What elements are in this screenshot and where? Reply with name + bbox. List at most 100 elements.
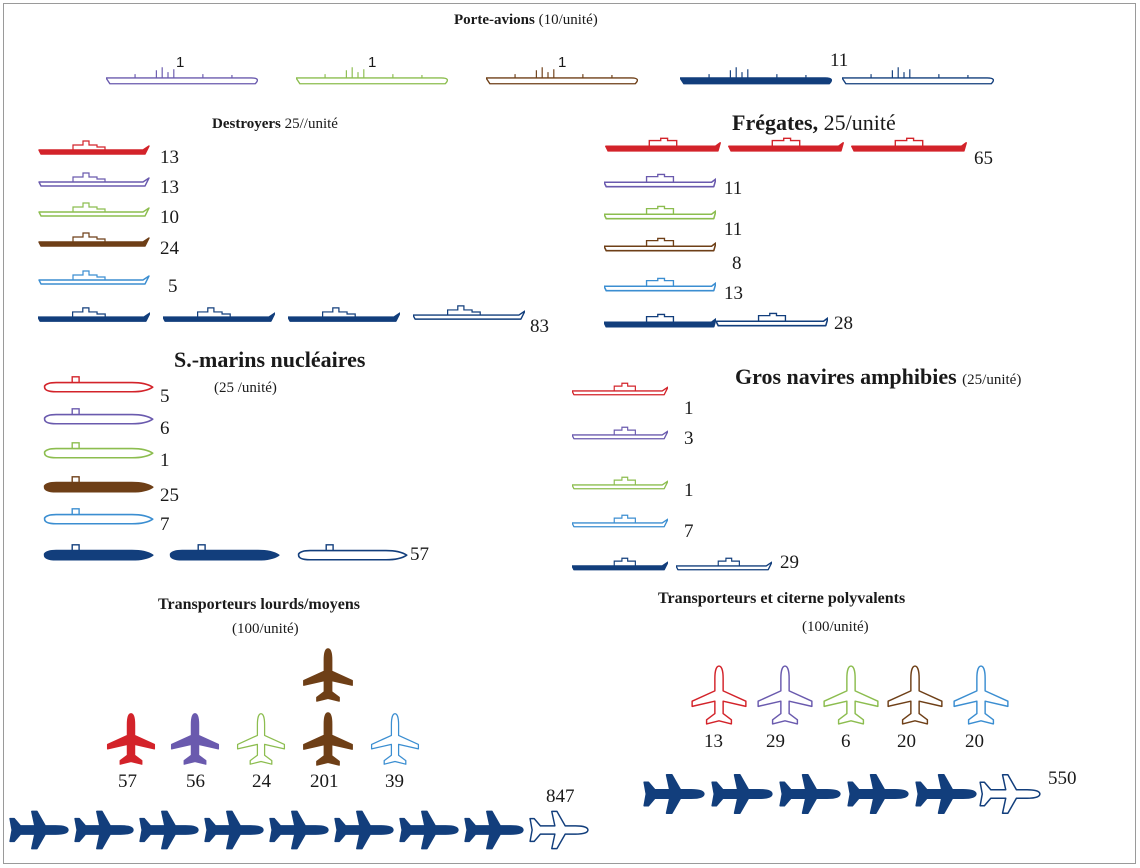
destroyer-icon [38, 270, 150, 285]
value-label: 13 [160, 147, 179, 168]
carriers-title: Porte-avions (10/unité) [454, 12, 598, 28]
amphibious-ship-icon [572, 426, 668, 440]
frigate-icon [851, 137, 967, 152]
value-label: 39 [385, 771, 404, 792]
value-label: 24 [252, 771, 271, 792]
frigate-icon [604, 237, 716, 252]
amphibious-ship-icon [676, 557, 772, 571]
value-label: 6 [160, 418, 170, 439]
destroyer-icon [163, 307, 275, 322]
value-label: 20 [897, 731, 916, 752]
transport-plane-icon [9, 810, 69, 850]
value-label: 1 [684, 480, 694, 501]
value-label: 5 [168, 276, 178, 297]
transport-plane-icon [399, 810, 459, 850]
frigate-icon [604, 277, 716, 292]
value-label: 13 [704, 731, 723, 752]
value-label: 24 [160, 238, 179, 259]
submarine-icon [297, 543, 408, 561]
submarines-unit: (25 /unité) [214, 380, 277, 396]
submarine-icon [43, 507, 154, 525]
transport-plane-icon [236, 713, 286, 765]
value-label: 29 [780, 552, 799, 573]
value-label: 20 [965, 731, 984, 752]
destroyer-icon [38, 140, 150, 155]
submarine-icon [43, 543, 154, 561]
value-label: 1 [684, 398, 694, 419]
tanker-plane-icon [779, 773, 841, 815]
tanker-plane-icon [691, 665, 747, 725]
transport-plane-icon [269, 810, 329, 850]
frigate-icon [716, 312, 828, 327]
transport-plane-icon [334, 810, 394, 850]
tanker-plane-icon [643, 773, 705, 815]
submarine-icon [43, 441, 154, 459]
tanker-transport-title: Transporteurs et citerne polyvalents [658, 590, 906, 607]
heavy-transport-unit: (100/unité) [232, 621, 299, 637]
value-label: 7 [684, 521, 694, 542]
destroyer-icon [288, 307, 400, 322]
value-label: 56 [186, 771, 205, 792]
tanker-plane-icon [847, 773, 909, 815]
amphibious-ship-icon [572, 557, 668, 571]
value-label: 83 [530, 316, 549, 337]
tanker-plane-icon [953, 665, 1009, 725]
frigate-icon [605, 137, 721, 152]
tanker-plane-icon [915, 773, 977, 815]
frigate-icon [604, 205, 716, 220]
tanker-transport-unit: (100/unité) [802, 619, 869, 635]
value-label: 1 [558, 54, 567, 71]
tanker-plane-icon [823, 665, 879, 725]
value-label: 28 [834, 313, 853, 334]
destroyers-title: Destroyers 25//unité [212, 116, 338, 132]
transport-plane-icon [204, 810, 264, 850]
value-label: 57 [118, 771, 137, 792]
value-label: 6 [841, 731, 851, 752]
transport-plane-icon [464, 810, 524, 850]
value-label: 8 [732, 253, 742, 274]
destroyer-icon [38, 232, 150, 247]
tanker-plane-icon [887, 665, 943, 725]
aircraft-carrier-icon [680, 66, 833, 85]
frigates-title: Frégates, 25/unité [732, 110, 896, 135]
amphibious-ship-icon [572, 476, 668, 490]
transport-plane-icon [529, 810, 589, 850]
value-label: 1 [368, 54, 377, 71]
value-label: 57 [410, 544, 429, 565]
value-label: 3 [684, 428, 694, 449]
submarines-title: S.-marins nucléaires [174, 347, 366, 372]
transport-plane-icon [139, 810, 199, 850]
value-label: 25 [160, 485, 179, 506]
amphibious-ship-icon [572, 514, 668, 528]
value-label: 10 [160, 207, 179, 228]
tanker-plane-icon [711, 773, 773, 815]
value-label: 65 [974, 148, 993, 169]
destroyer-icon [38, 172, 150, 187]
transport-plane-icon [74, 810, 134, 850]
transport-plane-icon [303, 712, 353, 766]
transport-plane-icon [170, 713, 220, 765]
destroyer-icon [38, 202, 150, 217]
value-label: 201 [310, 771, 339, 792]
value-label: 11 [724, 178, 743, 199]
value-label: 11 [830, 50, 849, 71]
tanker-plane-icon [979, 773, 1041, 815]
value-label: 5 [160, 386, 170, 407]
tanker-plane-icon [757, 665, 813, 725]
value-label: 13 [724, 283, 743, 304]
value-label: 13 [160, 177, 179, 198]
amphibious-ship-icon [572, 382, 668, 396]
amphibious-title: Gros navires amphibies (25/unité) [735, 364, 1022, 389]
value-label: 1 [160, 450, 170, 471]
submarine-icon [43, 375, 154, 393]
destroyer-icon [413, 304, 525, 321]
submarine-icon [43, 407, 154, 425]
submarine-icon [169, 543, 280, 561]
destroyer-icon [38, 307, 150, 322]
value-label: 7 [160, 514, 170, 535]
value-label: 550 [1048, 768, 1077, 789]
value-label: 11 [724, 219, 743, 240]
frigate-icon [728, 137, 844, 152]
heavy-transport-title: Transporteurs lourds/moyens [158, 596, 360, 613]
value-label: 29 [766, 731, 785, 752]
